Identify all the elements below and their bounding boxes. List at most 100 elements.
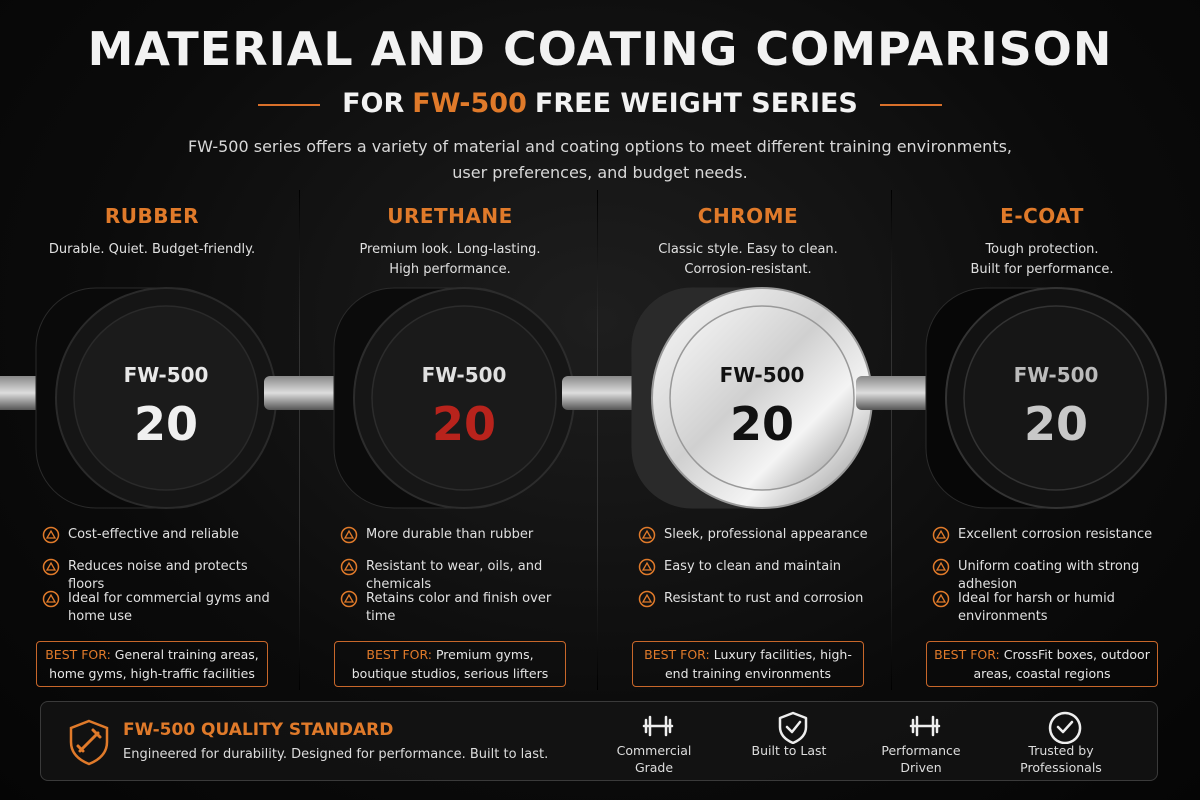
dumbbell: FW-500 20	[264, 287, 575, 509]
best-for: BEST FOR: Luxury facilities, high-end tra…	[632, 641, 864, 687]
feature: Excellent corrosion resistance	[932, 526, 1172, 544]
icon-glyph	[343, 593, 355, 603]
best-for-content: BEST FOR: Premium gyms, boutique studios,…	[341, 645, 559, 683]
feature-text: Resistant to wear, oils, and chemicals	[366, 559, 543, 592]
feature-icon	[932, 526, 950, 544]
best-for-label: BEST FOR:	[644, 647, 710, 662]
badge-icon	[1048, 711, 1082, 744]
tagline-line: Corrosion-resistant.	[684, 262, 812, 277]
plate-label: FW-500	[1014, 363, 1099, 387]
best-for-label: BEST FOR:	[934, 647, 1000, 662]
plate-weight: 20	[1024, 397, 1088, 451]
best-for: BEST FOR: Premium gyms, boutique studios,…	[334, 641, 566, 687]
feature-text: Excellent corrosion resistance	[958, 527, 1153, 542]
icon-glyph	[45, 529, 57, 539]
feature-text: Uniform coating with strong adhesion	[958, 559, 1140, 592]
feature: Ideal for commercial gyms and home use	[42, 590, 282, 626]
icon-ring	[42, 526, 60, 544]
feature: Cost-effective and reliable	[42, 526, 282, 544]
icon-ring	[340, 558, 358, 576]
column: URETHANE Premium look. Long-lasting. High …	[264, 190, 598, 695]
tagline: Tough protection. Built for performance.	[894, 240, 1190, 280]
feature-text: Ideal for commercial gyms and home use	[68, 591, 270, 624]
badge: Performance Driven	[861, 708, 981, 776]
icon-ring	[638, 558, 656, 576]
feature: Uniform coating with strong adhesion	[932, 558, 1172, 594]
plate-weight: 20	[730, 397, 794, 451]
plate-weight: 20	[432, 397, 496, 451]
icon-ring	[932, 590, 950, 608]
feature-icon	[340, 558, 358, 576]
feature-text: Retains color and finish over time	[366, 591, 552, 624]
dumbbell: FW-500 20	[0, 287, 277, 509]
plate-inner	[73, 305, 259, 491]
feature: More durable than rubber	[340, 526, 580, 544]
icon-glyph	[935, 561, 947, 571]
feature: Resistant to wear, oils, and chemicals	[340, 558, 580, 594]
rule	[880, 104, 942, 106]
subtitle-highlight: FW-500	[412, 88, 527, 119]
feature-text: Ideal for harsh or humid environments	[958, 591, 1115, 624]
badge-text: Trusted by Professionals	[1020, 743, 1102, 775]
feature-text: Easy to clean and maintain	[664, 559, 842, 574]
icon-ring	[340, 526, 358, 544]
icon-glyph	[935, 529, 947, 539]
tagline-line: Tough protection.	[985, 242, 1099, 257]
badge-icon	[909, 715, 941, 737]
best-for-text: General training areas, home gyms, high-…	[49, 647, 259, 681]
best-for-text: Luxury facilities, high-end training env…	[664, 647, 852, 681]
tagline-line: Built for performance.	[970, 262, 1114, 277]
feature-text: Reduces noise and protects floors	[68, 559, 248, 592]
badge: Commercial Grade	[594, 708, 714, 776]
icon-ring	[42, 558, 60, 576]
feature-text: More durable than rubber	[366, 527, 534, 542]
badge-text: Commercial Grade	[616, 743, 692, 775]
plate-label: FW-500	[422, 363, 507, 387]
material-name: URETHANE	[387, 204, 513, 228]
icon-glyph	[45, 593, 57, 603]
title: MATERIAL AND COATING COMPARISON	[87, 22, 1113, 76]
badge-glyph	[909, 715, 941, 737]
plate-inner	[669, 305, 855, 491]
tagline: Durable. Quiet. Budget-friendly.	[4, 240, 300, 260]
best-for-content: BEST FOR: CrossFit boxes, outdoor areas, …	[933, 645, 1151, 683]
subtitle-text: FOR	[342, 88, 405, 119]
footer: FW-500 QUALITY STANDARD Engineered for d…	[40, 701, 1158, 781]
feature-icon	[42, 526, 60, 544]
icon-glyph	[641, 593, 653, 603]
best-for: BEST FOR: General training areas, home gy…	[36, 641, 268, 687]
badge: Built to Last	[729, 708, 849, 759]
feature-icon	[340, 590, 358, 608]
feature-icon	[42, 558, 60, 576]
separator	[597, 190, 598, 690]
subtitle-text: FREE WEIGHT SERIES	[534, 88, 858, 119]
badge-text: Performance Driven	[881, 743, 961, 775]
feature-icon	[340, 526, 358, 544]
intro-line: FW-500 series offers a variety of materi…	[187, 137, 1013, 156]
feature-text: Resistant to rust and corrosion	[664, 591, 864, 606]
icon-ring	[42, 590, 60, 608]
rule	[258, 104, 320, 106]
separator	[891, 190, 892, 690]
feature-icon	[42, 590, 60, 608]
badge-glyph	[642, 715, 674, 737]
badge-glyph	[778, 711, 808, 744]
icon-glyph	[641, 529, 653, 539]
feature-icon	[932, 590, 950, 608]
feature-text: Sleek, professional appearance	[664, 527, 868, 542]
tagline-line: Premium look. Long-lasting.	[359, 242, 541, 257]
shield-icon	[69, 719, 109, 766]
tagline: Classic style. Easy to clean. Corrosion-r…	[600, 240, 896, 280]
material-name: RUBBER	[104, 204, 200, 228]
feature-icon	[638, 558, 656, 576]
plate-label: FW-500	[720, 363, 805, 387]
feature-icon	[638, 526, 656, 544]
column: RUBBER Durable. Quiet. Budget-friendly. FW…	[0, 190, 300, 695]
best-for-text: CrossFit boxes, outdoor areas, coastal r…	[973, 647, 1150, 681]
badge-icon	[642, 715, 674, 737]
icon-ring	[932, 558, 950, 576]
plate-label: FW-500	[124, 363, 209, 387]
icon-glyph	[343, 529, 355, 539]
badge: Trusted by Professionals	[1001, 708, 1121, 776]
